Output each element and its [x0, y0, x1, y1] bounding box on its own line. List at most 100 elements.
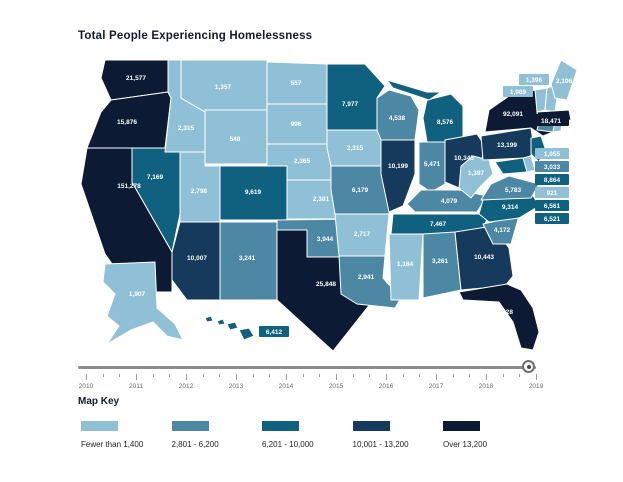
- state-value-SC: 4,172: [494, 227, 511, 234]
- year-minor-tick: [369, 374, 371, 377]
- state-value-OK: 3,944: [317, 236, 334, 243]
- state-value-VA: 5,783: [505, 187, 522, 194]
- state-chip-DC[interactable]: [535, 213, 569, 224]
- year-minor-tick: [452, 374, 454, 377]
- year-label-2013[interactable]: 2013: [228, 383, 244, 390]
- year-tick-2018[interactable]: [486, 374, 487, 380]
- year-tick-2015[interactable]: [336, 374, 337, 380]
- year-tick-2016[interactable]: [386, 374, 387, 380]
- state-ME[interactable]: [550, 59, 578, 101]
- state-HI[interactable]: [238, 327, 255, 341]
- state-AK[interactable]: [102, 261, 184, 345]
- legend-label-2: 6,201 - 10,000: [262, 440, 314, 449]
- state-value-NE: 2,365: [294, 158, 311, 165]
- state-WI[interactable]: [376, 89, 420, 141]
- state-AL[interactable]: [422, 231, 462, 299]
- year-slider-handle[interactable]: [522, 360, 535, 373]
- year-label-2014[interactable]: 2014: [278, 383, 294, 390]
- state-LA[interactable]: [338, 255, 402, 309]
- year-minor-tick: [152, 374, 154, 377]
- legend-swatch-1: [171, 421, 209, 431]
- state-value-WI: 4,538: [389, 115, 406, 122]
- state-value-VT: 1,089: [510, 89, 527, 96]
- state-value-NJ: 8,864: [544, 177, 561, 184]
- state-chip-MD[interactable]: [535, 200, 569, 211]
- year-tick-2017[interactable]: [436, 374, 437, 380]
- state-value-IA: 2,315: [347, 145, 364, 152]
- state-value-NC: 9,314: [502, 204, 519, 211]
- state-value-AR: 2,717: [354, 231, 371, 238]
- state-value-MS: 1,184: [397, 261, 414, 268]
- year-label-2015[interactable]: 2015: [328, 383, 344, 390]
- year-label-2019[interactable]: 2019: [528, 383, 544, 390]
- state-value-FL: 28,328: [493, 309, 513, 316]
- year-tick-2011[interactable]: [136, 374, 137, 380]
- state-IN[interactable]: [418, 141, 446, 193]
- year-tick-2012[interactable]: [186, 374, 187, 380]
- state-value-DE: 921: [547, 190, 558, 197]
- legend-item-3: 10,001 - 13,200: [352, 421, 443, 449]
- state-value-WY: 548: [230, 136, 241, 143]
- state-value-MT: 1,357: [215, 84, 232, 91]
- state-value-PA: 13,199: [497, 142, 517, 149]
- state-value-OH: 10,345: [454, 155, 474, 162]
- state-MI[interactable]: [422, 93, 464, 143]
- state-MS[interactable]: [388, 233, 424, 301]
- state-MI[interactable]: [386, 79, 442, 101]
- year-label-2011[interactable]: 2011: [129, 383, 143, 390]
- state-chip-HI[interactable]: [259, 326, 289, 337]
- state-value-AK: 1,907: [129, 291, 146, 298]
- year-slider-track[interactable]: [78, 366, 536, 369]
- year-label-2012[interactable]: 2012: [178, 383, 194, 390]
- legend-item-0: Fewer than 1,400: [81, 421, 171, 449]
- year-tick-2019[interactable]: [536, 374, 537, 380]
- state-value-TX: 25,848: [316, 281, 336, 288]
- state-value-OR: 15,876: [117, 119, 137, 126]
- year-label-2018[interactable]: 2018: [478, 383, 494, 390]
- state-WV[interactable]: [458, 155, 494, 199]
- us-map: 21,577 15,876 151,278 7,169 2,315 1,357 548 2,7…: [80, 59, 578, 352]
- state-FL[interactable]: [458, 283, 540, 351]
- year-tick-2014[interactable]: [286, 374, 287, 380]
- state-value-MN: 7,977: [342, 101, 359, 108]
- state-value-ME: 2,106: [556, 78, 573, 85]
- state-value-GA: 10,443: [474, 254, 494, 261]
- state-chip-VT[interactable]: [503, 86, 533, 97]
- state-HI[interactable]: [226, 321, 239, 331]
- year-label-2010[interactable]: 2010: [78, 383, 94, 390]
- year-tick-2010[interactable]: [86, 374, 87, 380]
- state-HI[interactable]: [216, 318, 226, 326]
- state-chip-NJ[interactable]: [535, 174, 569, 185]
- state-chip-MA[interactable]: [533, 114, 569, 126]
- state-VA[interactable]: [480, 175, 540, 201]
- state-value-AZ: 10,007: [187, 255, 207, 262]
- legend-item-1: 2,801 - 6,200: [171, 421, 262, 449]
- state-value-LA: 2,941: [358, 274, 375, 281]
- year-minor-tick: [302, 374, 304, 377]
- state-HI[interactable]: [204, 315, 214, 323]
- year-tick-2013[interactable]: [236, 374, 237, 380]
- year-minor-tick: [519, 374, 521, 377]
- year-minor-tick: [252, 374, 254, 377]
- state-MN[interactable]: [326, 63, 386, 131]
- year-label-2017[interactable]: 2017: [428, 383, 444, 390]
- state-value-MA: 18,471: [541, 118, 561, 125]
- map-key-heading: Map Key: [78, 396, 120, 407]
- state-value-MI: 8,576: [437, 119, 454, 126]
- state-chip-CT[interactable]: [535, 161, 569, 172]
- state-chip-NH[interactable]: [519, 74, 549, 85]
- state-IL[interactable]: [380, 139, 416, 213]
- state-value-ND: 557: [291, 80, 302, 87]
- year-minor-tick: [102, 374, 104, 377]
- state-value-RI: 1,055: [544, 151, 561, 158]
- state-chip-RI[interactable]: [535, 148, 569, 159]
- state-value-IL: 10,199: [388, 163, 408, 170]
- state-value-UT: 2,798: [191, 188, 208, 195]
- year-slider[interactable]: 2010 2011 2012 2013 2014 2015 2016 2017 2018 2019: [78, 360, 546, 390]
- page-title: Total People Experiencing Homelessness: [78, 30, 313, 42]
- state-value-ID: 2,315: [178, 125, 195, 132]
- state-chip-DE[interactable]: [535, 187, 569, 198]
- year-minor-tick: [202, 374, 204, 377]
- year-label-2016[interactable]: 2016: [378, 383, 394, 390]
- state-MD[interactable]: [494, 157, 528, 175]
